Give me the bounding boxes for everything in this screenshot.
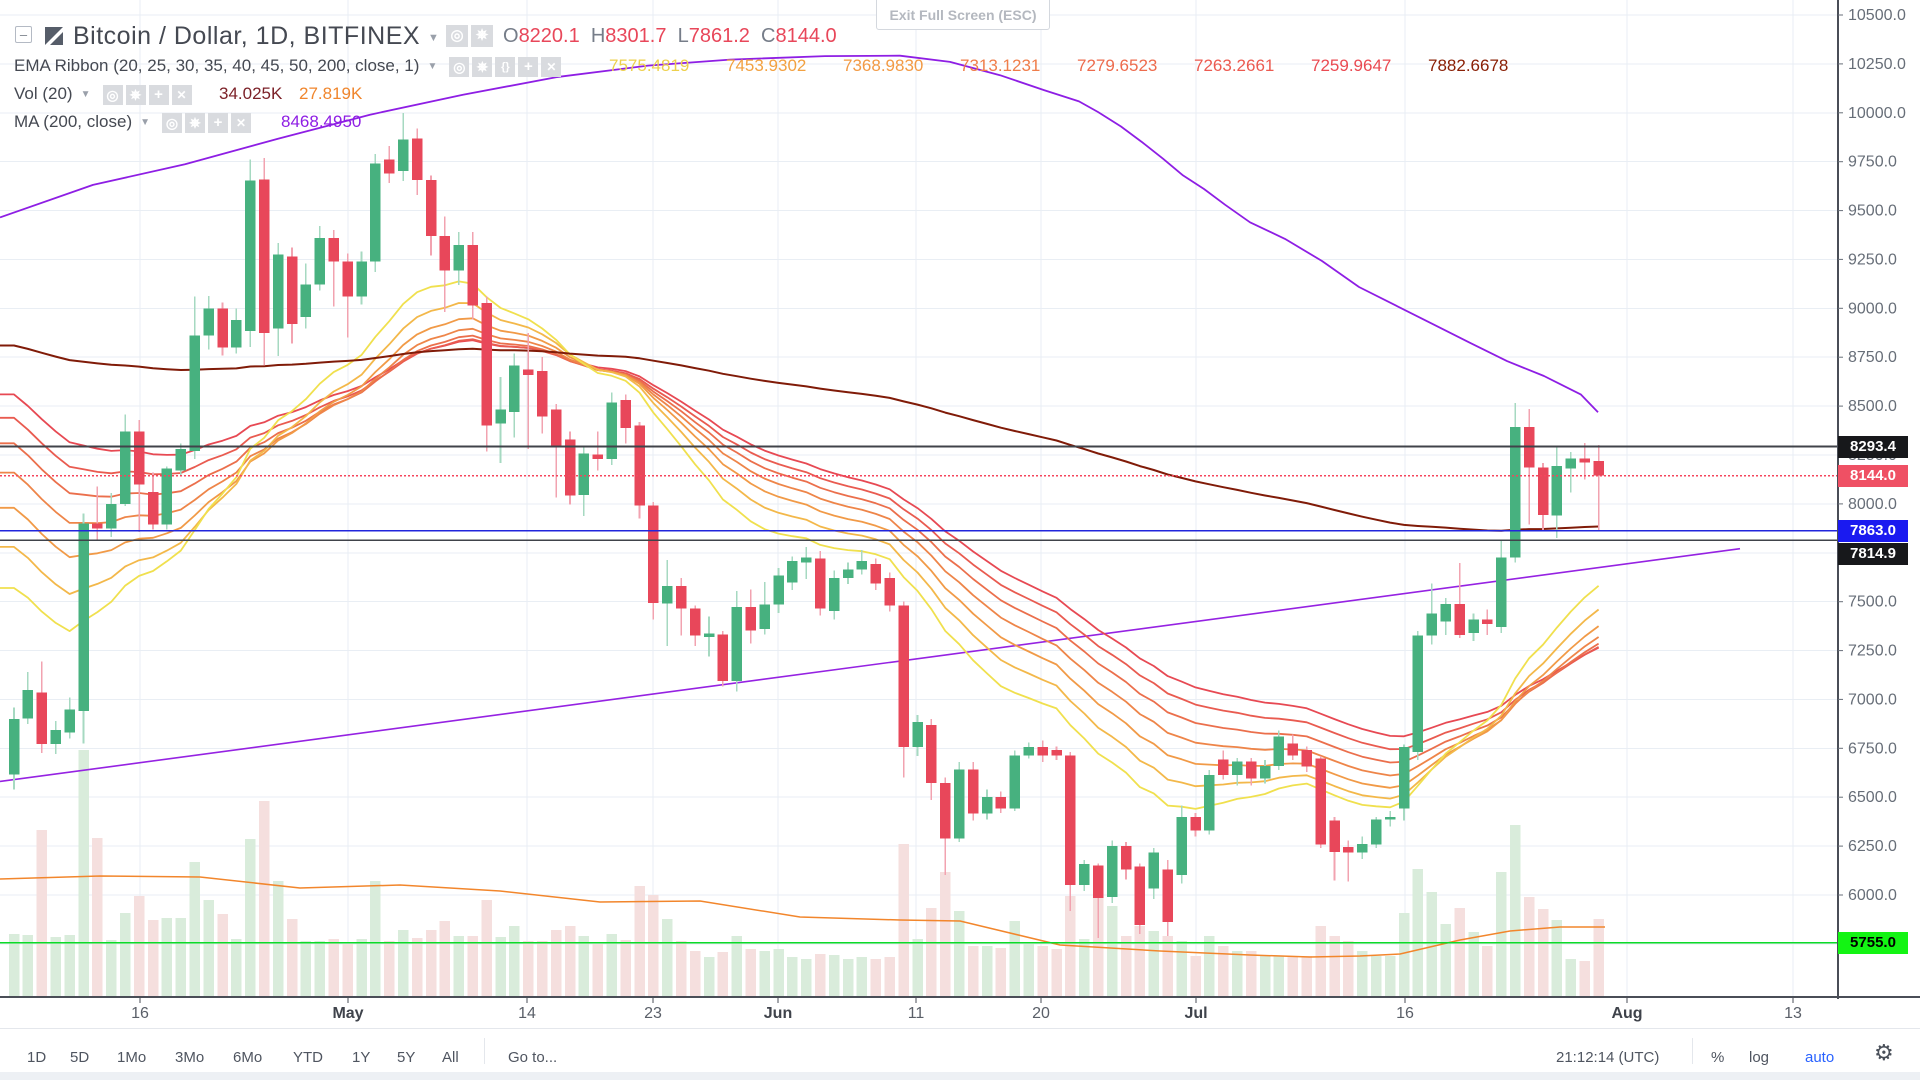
svg-text:6000.0: 6000.0: [1848, 887, 1897, 904]
svg-text:7000.0: 7000.0: [1848, 691, 1897, 708]
svg-text:6500.0: 6500.0: [1848, 789, 1897, 806]
svg-text:23: 23: [644, 1005, 662, 1022]
svg-text:Jun: Jun: [764, 1005, 792, 1022]
svg-text:7250.0: 7250.0: [1848, 643, 1897, 660]
svg-text:May: May: [332, 1005, 363, 1022]
svg-text:Aug: Aug: [1611, 1005, 1642, 1022]
svg-text:10500.0: 10500.0: [1848, 7, 1906, 24]
svg-text:7500.0: 7500.0: [1848, 594, 1897, 611]
svg-text:9000.0: 9000.0: [1848, 300, 1897, 317]
svg-text:6750.0: 6750.0: [1848, 740, 1897, 757]
svg-text:16: 16: [1396, 1005, 1414, 1022]
svg-text:10250.0: 10250.0: [1848, 56, 1906, 73]
svg-text:6250.0: 6250.0: [1848, 838, 1897, 855]
svg-text:9500.0: 9500.0: [1848, 203, 1897, 220]
svg-text:Jul: Jul: [1184, 1005, 1207, 1022]
svg-text:16: 16: [131, 1005, 149, 1022]
svg-text:14: 14: [518, 1005, 536, 1022]
svg-text:10000.0: 10000.0: [1848, 105, 1906, 122]
svg-text:8000.0: 8000.0: [1848, 496, 1897, 513]
svg-text:9250.0: 9250.0: [1848, 251, 1897, 268]
svg-text:11: 11: [908, 1005, 925, 1022]
svg-text:13: 13: [1784, 1005, 1802, 1022]
svg-text:9750.0: 9750.0: [1848, 154, 1897, 171]
svg-text:20: 20: [1032, 1005, 1050, 1022]
svg-text:8500.0: 8500.0: [1848, 398, 1897, 415]
svg-text:8750.0: 8750.0: [1848, 349, 1897, 366]
